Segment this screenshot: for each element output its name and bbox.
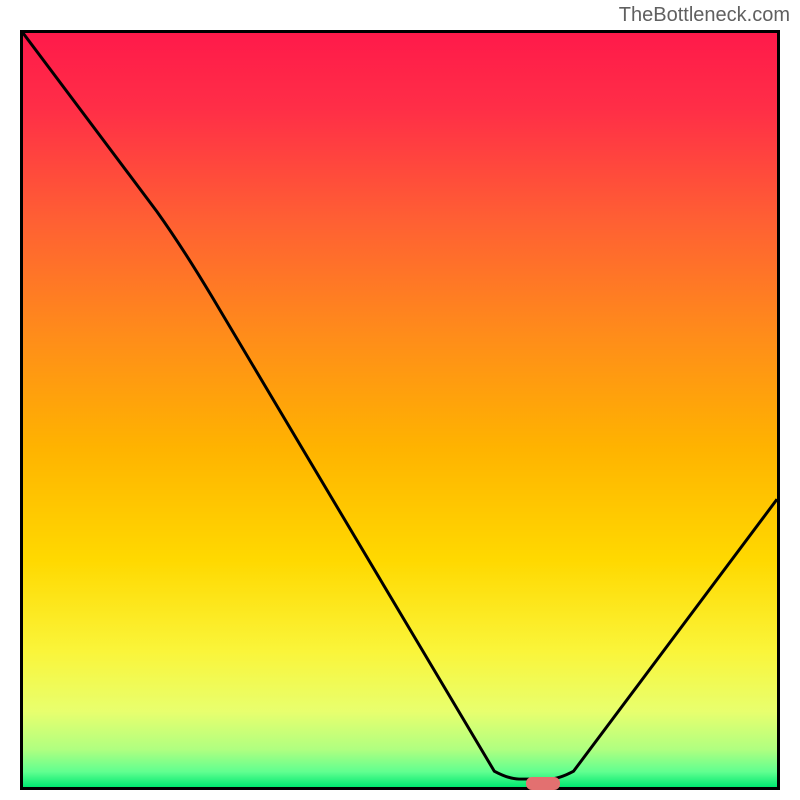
curve-path <box>23 33 777 779</box>
optimal-marker <box>526 777 560 790</box>
chart-curve <box>23 33 777 787</box>
watermark-text: TheBottleneck.com <box>619 4 790 27</box>
bottleneck-chart <box>20 30 780 790</box>
